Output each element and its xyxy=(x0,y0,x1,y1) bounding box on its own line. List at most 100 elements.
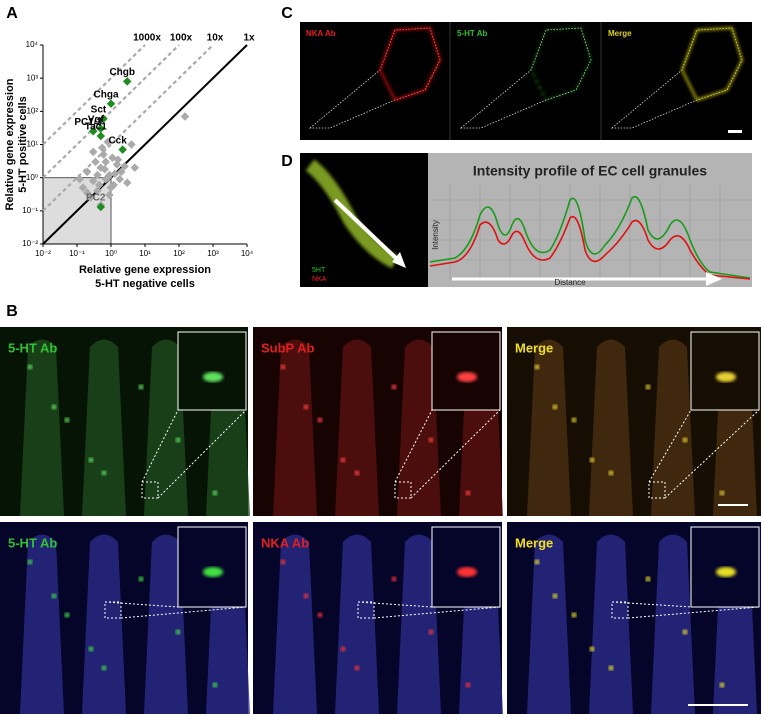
villus xyxy=(589,534,633,714)
villus xyxy=(20,534,64,714)
villus xyxy=(651,534,695,714)
cell xyxy=(303,593,309,599)
x-tick-label: 10³ xyxy=(207,249,219,258)
cell xyxy=(608,665,614,671)
y-tick-label: 10⁻² xyxy=(22,239,38,248)
point xyxy=(88,127,98,136)
inset-cell xyxy=(716,567,736,577)
point xyxy=(180,112,190,121)
point xyxy=(110,169,120,179)
cell xyxy=(138,576,144,582)
inset-cell xyxy=(716,372,736,382)
villus xyxy=(335,534,379,714)
nka-stain xyxy=(378,26,442,102)
merge-stain xyxy=(680,26,744,102)
point-label: Sct xyxy=(91,104,107,115)
y-axis-title: Relative gene expression xyxy=(4,78,16,210)
cell xyxy=(534,559,540,565)
scatter-chart: 10⁻² 10⁻¹ 10⁰ 10¹ 10² 10³ 10⁴ 10⁻² 10⁻¹ 10⁰ 10¹ 10²… xyxy=(4,33,255,290)
channel-label: 5HT xyxy=(312,267,326,274)
cell xyxy=(317,417,323,423)
zoom-line xyxy=(664,409,760,499)
arrowhead xyxy=(706,272,722,286)
labels: A B C D NKA Ab 5-HT Ab Merge 5-HT Ab SubP Ab Merg… xyxy=(6,5,632,550)
point xyxy=(75,174,84,184)
5ht-stain xyxy=(530,27,592,101)
point xyxy=(88,147,98,157)
y-tick-label: 10⁴ xyxy=(26,40,39,49)
point xyxy=(96,124,106,133)
y-tick-label: 10² xyxy=(26,106,38,115)
inset xyxy=(690,331,760,411)
point xyxy=(78,183,88,192)
scale-bar xyxy=(718,504,748,506)
reference-line xyxy=(42,44,214,212)
point xyxy=(101,174,110,184)
image-label: Merge xyxy=(515,340,553,355)
scale-bar xyxy=(688,704,748,706)
reference-label: 1000x xyxy=(133,33,161,44)
y-axis-title: 5-HT positive cells xyxy=(17,96,29,193)
inset xyxy=(690,526,760,608)
zoom-box xyxy=(141,481,159,499)
reference-label: 1x xyxy=(243,33,255,44)
inset xyxy=(177,331,247,411)
nka-profile xyxy=(429,215,751,280)
zoom-line xyxy=(357,601,433,608)
point xyxy=(94,180,104,190)
inset xyxy=(431,331,501,411)
reference-label: 10x xyxy=(207,33,224,44)
villus xyxy=(397,534,441,714)
profile-arrow xyxy=(333,198,402,264)
reference-label: 100x xyxy=(170,33,193,44)
point xyxy=(88,176,98,186)
cell xyxy=(571,417,577,423)
cell xyxy=(552,593,558,599)
zoom-line xyxy=(104,601,179,608)
x-axis-title: Relative gene expression xyxy=(79,264,211,276)
point xyxy=(116,167,126,177)
point xyxy=(122,77,132,86)
channel-label: NKA Ab xyxy=(306,29,336,38)
point-label: Cck xyxy=(108,135,127,146)
cell xyxy=(645,576,651,582)
cell xyxy=(428,629,434,635)
zoom-line xyxy=(627,606,760,619)
x-tick-label: 10⁻² xyxy=(35,249,51,258)
cell xyxy=(608,470,614,476)
image-label: SubP Ab xyxy=(261,340,315,355)
point xyxy=(93,170,102,180)
point xyxy=(122,178,132,188)
zoom-line xyxy=(120,606,247,619)
cell xyxy=(571,612,577,618)
x-tick-label: 10⁰ xyxy=(105,249,117,258)
cell xyxy=(340,457,346,463)
cell xyxy=(101,470,107,476)
point xyxy=(118,145,127,154)
cell xyxy=(534,364,540,370)
cell xyxy=(354,470,360,476)
panel-c-image xyxy=(300,22,752,140)
cell xyxy=(138,384,144,390)
inset xyxy=(177,526,247,608)
cell xyxy=(645,384,651,390)
point-label: Chga xyxy=(94,89,119,100)
point-label: PC2 xyxy=(86,193,106,204)
5ht-profile xyxy=(429,195,751,279)
inset-cell xyxy=(457,567,477,577)
x-tick-label: 10² xyxy=(173,249,185,258)
cell xyxy=(64,612,70,618)
point xyxy=(120,162,129,171)
villus xyxy=(273,534,317,714)
panel-label: A xyxy=(6,5,18,22)
granules xyxy=(305,159,399,269)
image-label: 5-HT Ab xyxy=(8,535,57,550)
cell xyxy=(51,593,57,599)
y-tick-label: 10⁰ xyxy=(26,173,38,182)
villus xyxy=(589,339,633,516)
inset-cell xyxy=(203,567,223,577)
scale-bar xyxy=(728,130,742,133)
point-label: PC1/3 xyxy=(74,117,102,128)
cell xyxy=(64,417,70,423)
